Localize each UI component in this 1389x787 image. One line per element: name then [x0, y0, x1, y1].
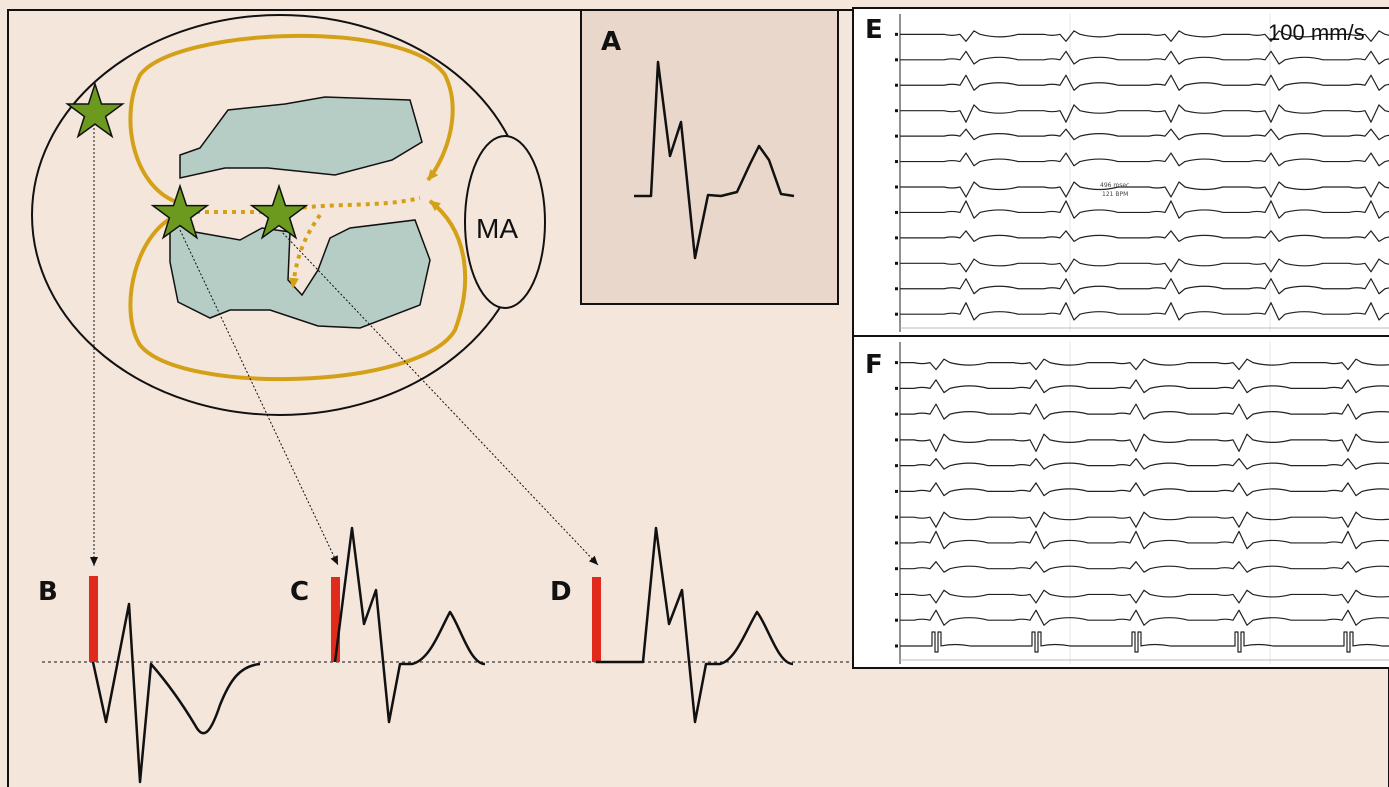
ecg-lead-trace: [900, 258, 1389, 273]
lead-marker: [895, 134, 898, 138]
interval-annotation: 496 msec: [1100, 182, 1129, 189]
ecg-traces-f: [895, 342, 1389, 664]
lead-marker: [895, 236, 898, 240]
ecg-lead-trace: [900, 104, 1389, 123]
electrogram-b: [91, 602, 261, 784]
lead-marker: [895, 515, 898, 519]
panel-e-box: [852, 7, 1389, 337]
ecg-lead-trace: [900, 200, 1389, 219]
lead-marker: [895, 412, 898, 416]
bystander-path: [288, 213, 322, 289]
ecg-lead-trace: [900, 482, 1389, 497]
lead-marker: [895, 592, 898, 596]
lead-marker: [895, 541, 898, 545]
ecg-lead-trace: [900, 433, 1389, 452]
ecg-lead-trace: [900, 302, 1389, 321]
star-icon: [249, 183, 309, 240]
ecg-lead-trace: [900, 458, 1389, 470]
ecg-lead-trace: [900, 358, 1389, 371]
lead-marker: [895, 567, 898, 571]
panel-d-label: D: [550, 577, 572, 607]
star-icon: [150, 183, 210, 240]
mitral-annulus: [464, 135, 546, 309]
lead-marker: [895, 361, 898, 365]
lead-marker: [895, 109, 898, 113]
lead-marker: [895, 489, 898, 493]
ecg-lead-trace: [900, 50, 1389, 65]
ecg-lead-trace: [900, 530, 1389, 550]
panel-b: B: [38, 576, 261, 784]
lead-marker: [895, 287, 898, 291]
lead-marker: [895, 438, 898, 442]
lead-marker: [895, 312, 898, 316]
panel-a-label: A: [601, 27, 621, 57]
lead-marker: [895, 386, 898, 390]
lead-marker: [895, 210, 898, 214]
electrogram-c: [333, 526, 486, 724]
ecg-lead-trace: [900, 589, 1389, 604]
reference-qrs: [634, 60, 795, 260]
lead-marker: [895, 58, 898, 62]
pacing-spike-b: [89, 576, 98, 662]
panel-e: E 100 mm/s 496 msec 121 BPM: [852, 7, 1389, 337]
scar-upper: [179, 96, 423, 179]
sweep-speed-label: 100 mm/s: [1268, 20, 1365, 45]
electrogram-d: [596, 526, 794, 724]
panel-f-box: [852, 335, 1389, 669]
lead-marker: [895, 32, 898, 36]
pacing-spike-c: [331, 577, 340, 662]
panel-a-box: [580, 9, 839, 305]
lead-marker: [895, 464, 898, 468]
ecg-lead-trace: [900, 152, 1389, 167]
ecg-traces-e: [895, 14, 1389, 332]
ecg-lead-trace: [900, 561, 1389, 573]
ecg-lead-trace: [900, 278, 1389, 295]
heart-schematic: MA: [31, 14, 599, 566]
pacing-spike-d: [592, 577, 601, 662]
panel-b-label: B: [38, 577, 58, 607]
ecg-lead-trace: [900, 74, 1389, 91]
arrow-to-d: [279, 229, 599, 566]
arrow-to-c: [179, 229, 339, 566]
panel-e-label: E: [865, 15, 883, 45]
ecg-lead-trace: [900, 181, 1389, 198]
lead-marker: [895, 160, 898, 164]
lead-marker: [895, 261, 898, 265]
ecg-lead-trace: [900, 609, 1389, 626]
circuit-loop-lower: [128, 199, 468, 382]
ecg-lead-trace: [900, 230, 1389, 242]
panel-c: C: [290, 526, 486, 724]
panel-d: D: [550, 526, 794, 724]
ecg-lead-trace: [900, 631, 1389, 653]
star-icon: [65, 81, 125, 139]
panel-f: F: [852, 335, 1389, 669]
mitral-annulus-label: MA: [476, 213, 518, 244]
lead-marker: [895, 644, 898, 648]
ecg-lead-trace: [900, 511, 1389, 528]
ecg-lead-trace: [900, 30, 1389, 42]
lead-marker: [895, 83, 898, 87]
lead-marker: [895, 185, 898, 189]
ecg-lead-trace: [900, 403, 1389, 420]
panel-a: A: [580, 9, 839, 305]
rate-annotation: 121 BPM: [1102, 191, 1128, 198]
panel-c-label: C: [290, 577, 309, 607]
ecg-lead-trace: [900, 128, 1389, 141]
lead-marker: [895, 618, 898, 622]
circuit-loop-upper: [128, 33, 455, 205]
panel-f-label: F: [865, 350, 883, 380]
ecg-lead-trace: [900, 379, 1389, 394]
